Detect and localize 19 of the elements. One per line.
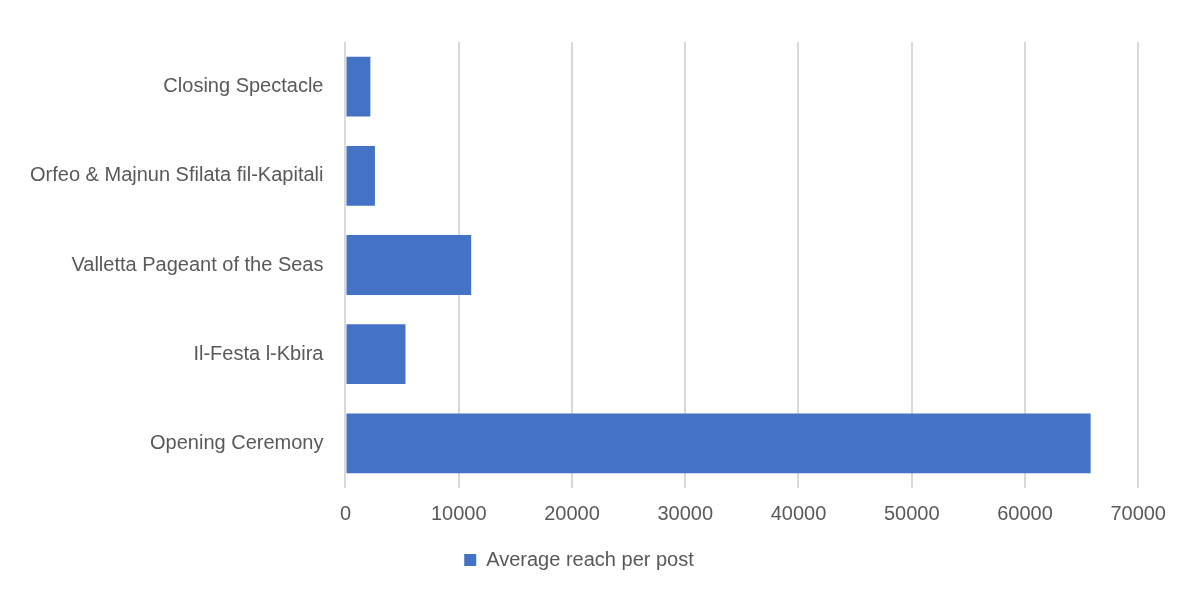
x-tick-label: 10000 [430, 501, 487, 524]
y-tick-label: Valletta Pageant of the Seas [71, 252, 324, 275]
y-tick-label: Orfeo & Majnun Sfilata fil-Kapitali [30, 163, 324, 186]
bar [346, 235, 472, 295]
y-tick-label: Il-Festa l-Kbira [193, 341, 325, 364]
y-tick-label: Closing Spectacle [163, 74, 324, 97]
bar [346, 145, 375, 206]
x-tick-label: 30000 [657, 501, 714, 524]
x-tick-label: 20000 [544, 501, 600, 524]
bar [346, 56, 371, 117]
x-tick-label: 70000 [1110, 501, 1166, 524]
y-tick-label: Opening Ceremony [150, 430, 324, 453]
x-tick-label: 50000 [883, 501, 940, 524]
x-tick-label: 40000 [770, 501, 827, 524]
legend-label: Average reach per post [486, 547, 695, 570]
bar [346, 324, 406, 385]
x-tick-label: 0 [339, 501, 352, 524]
x-tick-label: 60000 [997, 501, 1053, 524]
bar [346, 413, 1091, 474]
